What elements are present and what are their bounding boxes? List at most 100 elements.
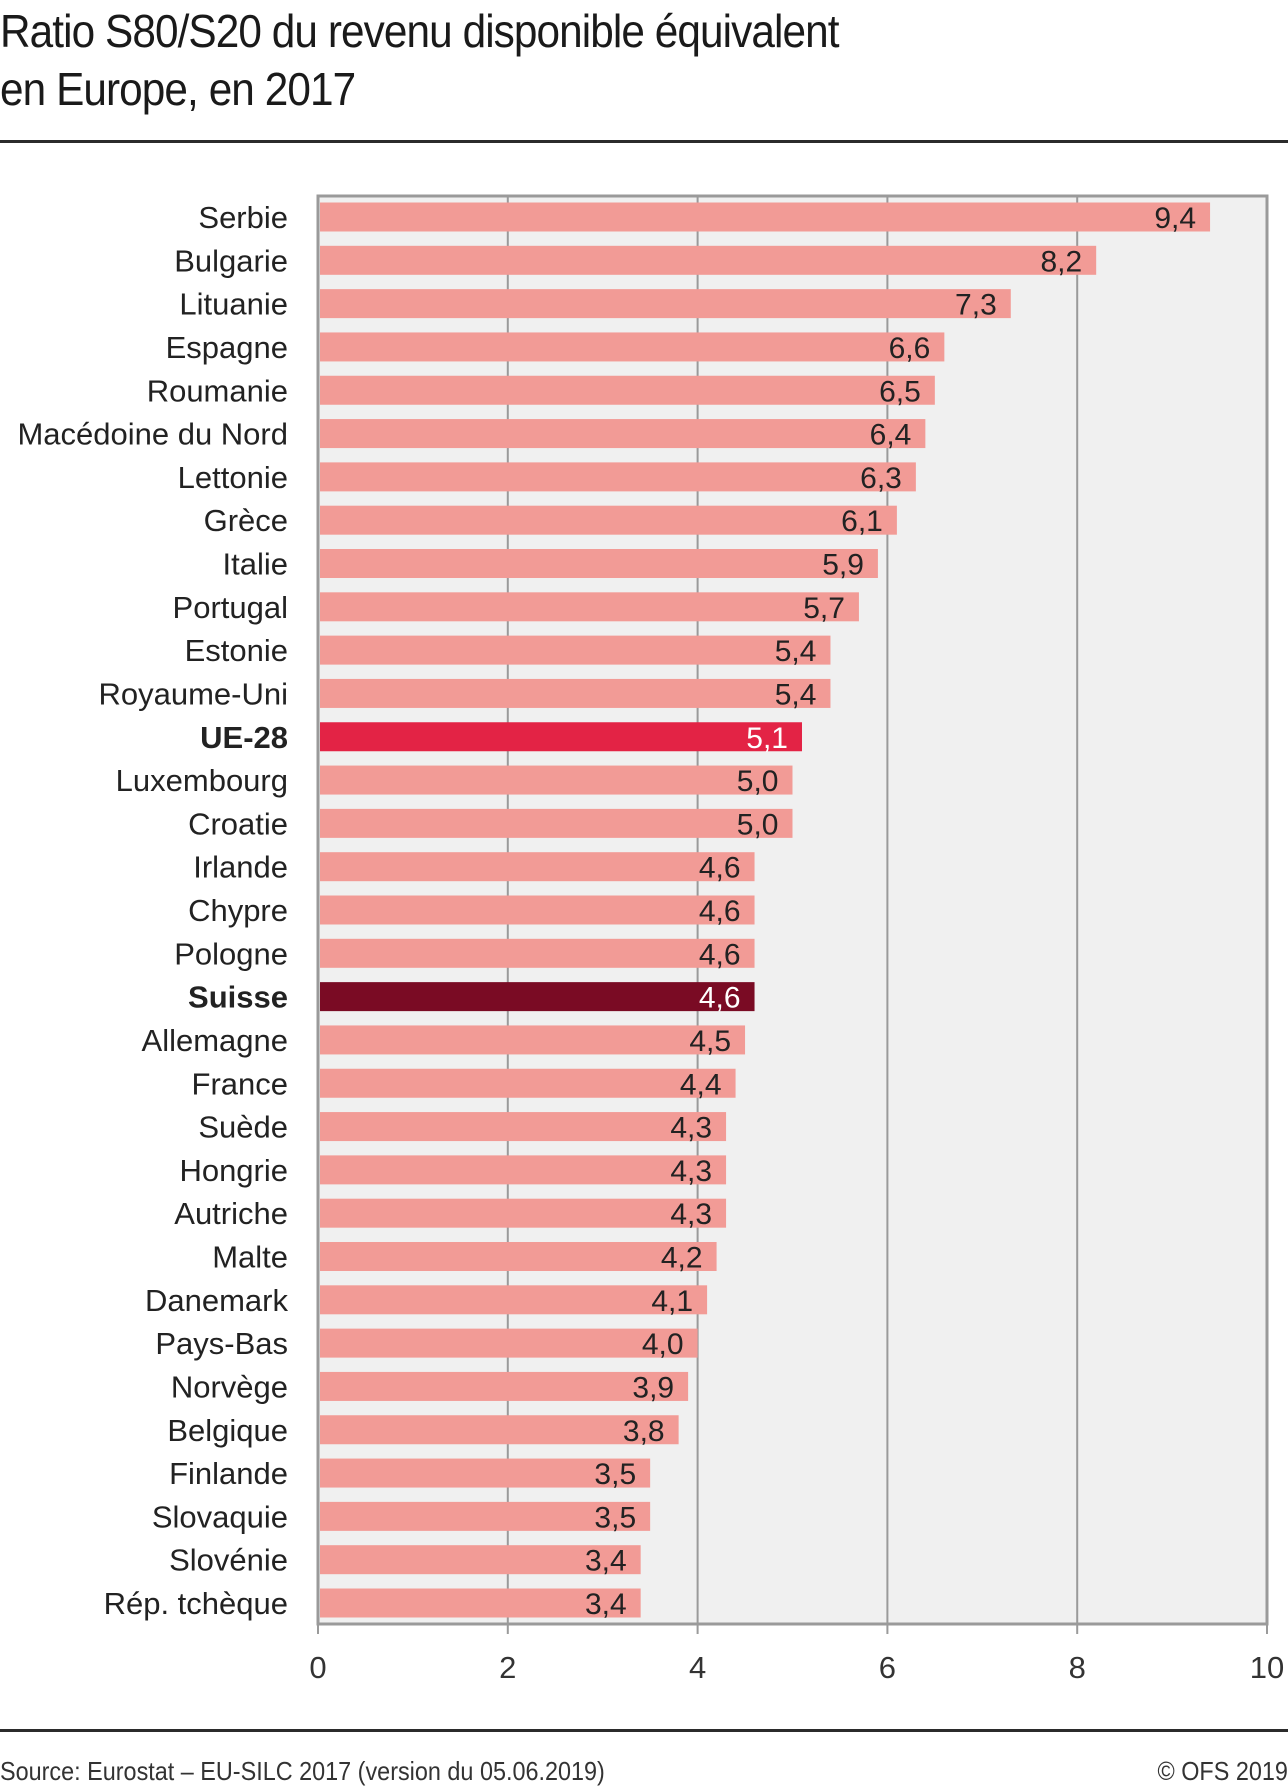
plot-frame <box>316 194 1269 1626</box>
value-label: 4,1 <box>651 1285 693 1318</box>
x-tick-label: 0 <box>309 1650 326 1685</box>
category-label: Macédoine du Nord <box>17 417 288 452</box>
category-label: Autriche <box>174 1196 288 1231</box>
bar <box>320 722 802 752</box>
category-label: Lettonie <box>178 460 288 495</box>
bar <box>320 332 945 362</box>
footer-divider <box>0 1729 1288 1732</box>
bar <box>320 549 878 578</box>
category-label: Malte <box>212 1240 288 1275</box>
source-note: Source: Eurostat – EU-SILC 2017 (version… <box>0 1756 605 1786</box>
bar <box>320 1458 651 1488</box>
category-label: Finlande <box>169 1456 288 1491</box>
category-label: Allemagne <box>142 1023 288 1058</box>
bar <box>320 895 755 925</box>
category-label: Slovaquie <box>152 1499 288 1534</box>
value-label: 5,0 <box>737 808 779 841</box>
category-label: UE-28 <box>200 720 288 755</box>
category-label: Danemark <box>145 1283 288 1318</box>
bar <box>320 982 755 1012</box>
value-label: 6,5 <box>879 375 921 408</box>
value-label: 3,5 <box>594 1501 636 1534</box>
bar <box>320 1501 651 1531</box>
bar <box>320 245 1097 275</box>
x-tick-label: 4 <box>689 1650 706 1685</box>
value-label: 5,1 <box>746 722 788 755</box>
x-tick-label: 2 <box>499 1650 516 1685</box>
category-label: Croatie <box>188 806 288 841</box>
chart-title-line-1: Ratio S80/S20 du revenu disponible équiv… <box>0 5 839 57</box>
category-label: Espagne <box>166 330 288 365</box>
category-label: Roumanie <box>147 373 288 408</box>
bar <box>320 505 897 535</box>
x-tick-label: 6 <box>879 1650 896 1685</box>
value-label: 4,5 <box>689 1025 731 1058</box>
x-tick-label: 8 <box>1069 1650 1086 1685</box>
bar <box>320 1545 641 1575</box>
bar <box>320 1155 727 1185</box>
value-label: 5,0 <box>737 765 779 798</box>
category-label: Hongrie <box>179 1153 288 1188</box>
bar <box>320 419 926 449</box>
category-label: Suède <box>198 1110 288 1145</box>
value-label: 4,6 <box>699 895 741 928</box>
bar <box>320 1112 727 1142</box>
value-label: 9,4 <box>1154 202 1196 235</box>
category-label: France <box>192 1066 288 1101</box>
bar <box>320 1198 727 1228</box>
chart-title-line-2: en Europe, en 2017 <box>0 63 356 115</box>
value-label: 3,5 <box>594 1458 636 1491</box>
value-label: 4,6 <box>699 938 741 971</box>
value-label: 3,9 <box>632 1371 674 1404</box>
value-label: 6,4 <box>870 419 912 452</box>
chart-title: Ratio S80/S20 du revenu disponible équiv… <box>0 2 1104 118</box>
bar <box>320 1025 746 1055</box>
category-label: Bulgarie <box>174 243 288 278</box>
value-label: 3,8 <box>623 1415 665 1448</box>
bar <box>320 462 916 492</box>
bar <box>320 1371 689 1401</box>
bar <box>320 1415 679 1445</box>
value-label: 4,3 <box>670 1112 712 1145</box>
value-label: 7,3 <box>955 289 997 322</box>
bar <box>320 592 859 622</box>
bar <box>320 289 1011 319</box>
title-divider <box>0 140 1288 143</box>
bar <box>320 1588 641 1618</box>
value-label: 4,4 <box>680 1068 722 1101</box>
value-label: 4,3 <box>670 1198 712 1231</box>
value-label: 4,6 <box>699 982 741 1015</box>
value-label: 6,6 <box>889 332 931 365</box>
value-label: 4,0 <box>642 1328 684 1361</box>
category-label: Lituanie <box>179 287 288 322</box>
category-label: Luxembourg <box>116 763 288 798</box>
category-label: Pologne <box>174 936 288 971</box>
bar <box>320 375 935 405</box>
category-label: Pays-Bas <box>155 1326 288 1361</box>
bar <box>320 1242 717 1271</box>
category-label: Belgique <box>167 1413 288 1448</box>
value-label: 3,4 <box>585 1588 627 1621</box>
category-label: Suisse <box>188 980 288 1015</box>
x-tick-label: 10 <box>1250 1650 1284 1685</box>
value-label: 5,7 <box>803 592 845 625</box>
category-label: Serbie <box>198 200 288 235</box>
bar <box>320 635 831 665</box>
bar <box>320 1068 736 1098</box>
bar <box>320 202 1211 232</box>
copyright-note: © OFS 2019 <box>1157 1756 1288 1786</box>
value-label: 5,9 <box>822 549 864 582</box>
value-label: 3,4 <box>585 1545 627 1578</box>
value-label: 5,4 <box>775 678 817 711</box>
bar <box>320 808 793 838</box>
category-label: Norvège <box>171 1369 288 1404</box>
value-label: 5,4 <box>775 635 817 668</box>
value-label: 4,6 <box>699 852 741 885</box>
category-label: Grèce <box>204 503 288 538</box>
category-label: Chypre <box>188 893 288 928</box>
value-label: 6,1 <box>841 505 883 538</box>
category-label: Irlande <box>193 850 288 885</box>
bar <box>320 1285 708 1315</box>
category-label: Estonie <box>185 633 288 668</box>
